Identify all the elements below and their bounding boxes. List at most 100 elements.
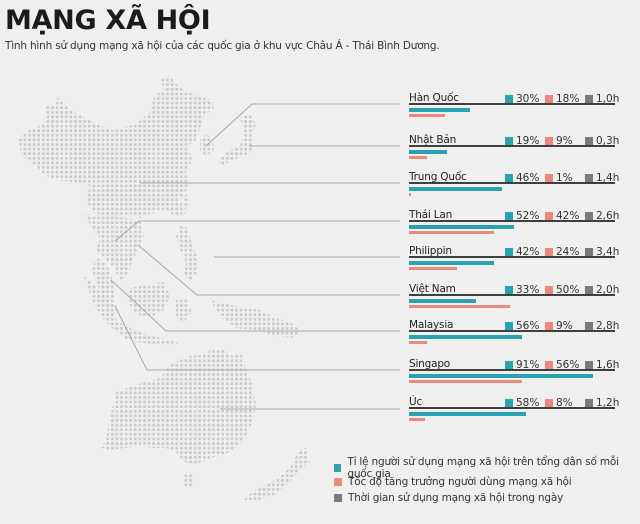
- penetration-value: 91%: [505, 359, 539, 371]
- salmon-square-icon: [545, 212, 553, 220]
- growth-value: 9%: [545, 135, 573, 147]
- penetration-value: 33%: [505, 284, 539, 296]
- country-name: Singapo: [409, 358, 451, 370]
- teal-square-icon: [505, 212, 513, 220]
- country-name: Việt Nam: [409, 283, 456, 295]
- country-row: Nhật Bản 19% 9% 0,3h: [409, 134, 619, 164]
- page-subtitle: Tình hình sử dụng mạng xã hội của các qu…: [5, 40, 440, 52]
- growth-value: 9%: [545, 320, 573, 332]
- row-divider: [409, 294, 615, 296]
- map-landmass: [18, 76, 310, 500]
- row-divider: [409, 145, 615, 147]
- growth-bar: [409, 341, 428, 344]
- salmon-square-icon: [545, 248, 553, 256]
- penetration-bar: [409, 412, 527, 416]
- country-row: Việt Nam 33% 50% 2,0h: [409, 283, 619, 313]
- growth-bar: [409, 418, 426, 421]
- gray-square-icon: [585, 174, 593, 182]
- country-row: Úc 58% 8% 1,2h: [409, 396, 619, 426]
- legend-label: Thời gian sử dụng mạng xã hội trong ngày: [348, 492, 564, 504]
- growth-bar: [409, 267, 458, 270]
- salmon-square-icon: [545, 286, 553, 294]
- teal-square-icon: [505, 322, 513, 330]
- row-divider: [409, 220, 615, 222]
- growth-value: 24%: [545, 246, 579, 258]
- penetration-value: 56%: [505, 320, 539, 332]
- country-row: Malaysia 56% 9% 2,8h: [409, 319, 619, 349]
- penetration-bar: [409, 108, 470, 112]
- salmon-square-icon: [334, 478, 342, 486]
- row-divider: [409, 369, 615, 371]
- time-value: 1,6h: [585, 359, 619, 371]
- salmon-square-icon: [545, 174, 553, 182]
- legend: Tỉ lệ người sử dụng mạng xã hội trên tổn…: [334, 456, 640, 505]
- salmon-square-icon: [545, 95, 553, 103]
- country-row: Singapo 91% 56% 1,6h: [409, 358, 619, 388]
- row-divider: [409, 256, 615, 258]
- teal-square-icon: [505, 286, 513, 294]
- penetration-bar: [409, 261, 494, 265]
- penetration-bar: [409, 150, 448, 154]
- leader-line-han-quoc: [205, 103, 400, 147]
- growth-bar: [409, 156, 428, 159]
- country-row: Philippin 42% 24% 3,4h: [409, 245, 619, 275]
- gray-square-icon: [585, 399, 593, 407]
- growth-value: 50%: [545, 284, 579, 296]
- growth-value: 42%: [545, 210, 579, 222]
- legend-item-growth: Tốc độ tăng trưởng người dùng mạng xã hộ…: [334, 475, 640, 489]
- country-name: Philippin: [409, 245, 452, 257]
- gray-square-icon: [585, 212, 593, 220]
- row-divider: [409, 182, 615, 184]
- salmon-square-icon: [545, 399, 553, 407]
- penetration-value: 42%: [505, 246, 539, 258]
- gray-square-icon: [585, 361, 593, 369]
- country-row: Thái Lan 52% 42% 2,6h: [409, 209, 619, 239]
- row-divider: [409, 407, 615, 409]
- teal-square-icon: [505, 137, 513, 145]
- growth-value: 8%: [545, 397, 573, 409]
- penetration-value: 30%: [505, 93, 539, 105]
- country-name: Hàn Quốc: [409, 92, 459, 104]
- time-value: 3,4h: [585, 246, 619, 258]
- teal-square-icon: [505, 248, 513, 256]
- time-value: 2,8h: [585, 320, 619, 332]
- leader-line-malaysia: [110, 279, 400, 332]
- penetration-value: 58%: [505, 397, 539, 409]
- country-row: Hàn Quốc 30% 18% 1,0h: [409, 92, 619, 122]
- row-divider: [409, 103, 615, 105]
- penetration-value: 52%: [505, 210, 539, 222]
- time-value: 2,6h: [585, 210, 619, 222]
- time-value: 1,0h: [585, 93, 619, 105]
- country-name: Trung Quốc: [409, 171, 467, 183]
- salmon-square-icon: [545, 361, 553, 369]
- legend-item-penetration: Tỉ lệ người sử dụng mạng xã hội trên tổn…: [334, 456, 640, 480]
- growth-value: 18%: [545, 93, 579, 105]
- growth-bar: [409, 193, 412, 196]
- country-name: Nhật Bản: [409, 134, 457, 146]
- penetration-value: 19%: [505, 135, 539, 147]
- legend-item-time: Thời gian sử dụng mạng xã hội trong ngày: [334, 491, 640, 505]
- leader-line-viet-nam: [137, 244, 400, 296]
- country-name: Úc: [409, 396, 423, 408]
- time-value: 0,3h: [585, 135, 619, 147]
- penetration-bar: [409, 299, 476, 303]
- gray-square-icon: [585, 95, 593, 103]
- penetration-bar: [409, 225, 515, 229]
- legend-label: Tốc độ tăng trưởng người dùng mạng xã hộ…: [348, 476, 572, 488]
- penetration-bar: [409, 187, 502, 191]
- salmon-square-icon: [545, 137, 553, 145]
- gray-square-icon: [585, 137, 593, 145]
- page-title: MẠNG XÃ HỘI: [5, 5, 211, 36]
- growth-value: 1%: [545, 172, 573, 184]
- leader-lines: [110, 103, 400, 410]
- growth-bar: [409, 380, 523, 383]
- row-divider: [409, 330, 615, 332]
- teal-square-icon: [505, 174, 513, 182]
- time-value: 1,4h: [585, 172, 619, 184]
- penetration-bar: [409, 374, 593, 378]
- time-value: 2,0h: [585, 284, 619, 296]
- time-value: 1,2h: [585, 397, 619, 409]
- growth-bar: [409, 231, 494, 234]
- gray-square-icon: [334, 494, 342, 502]
